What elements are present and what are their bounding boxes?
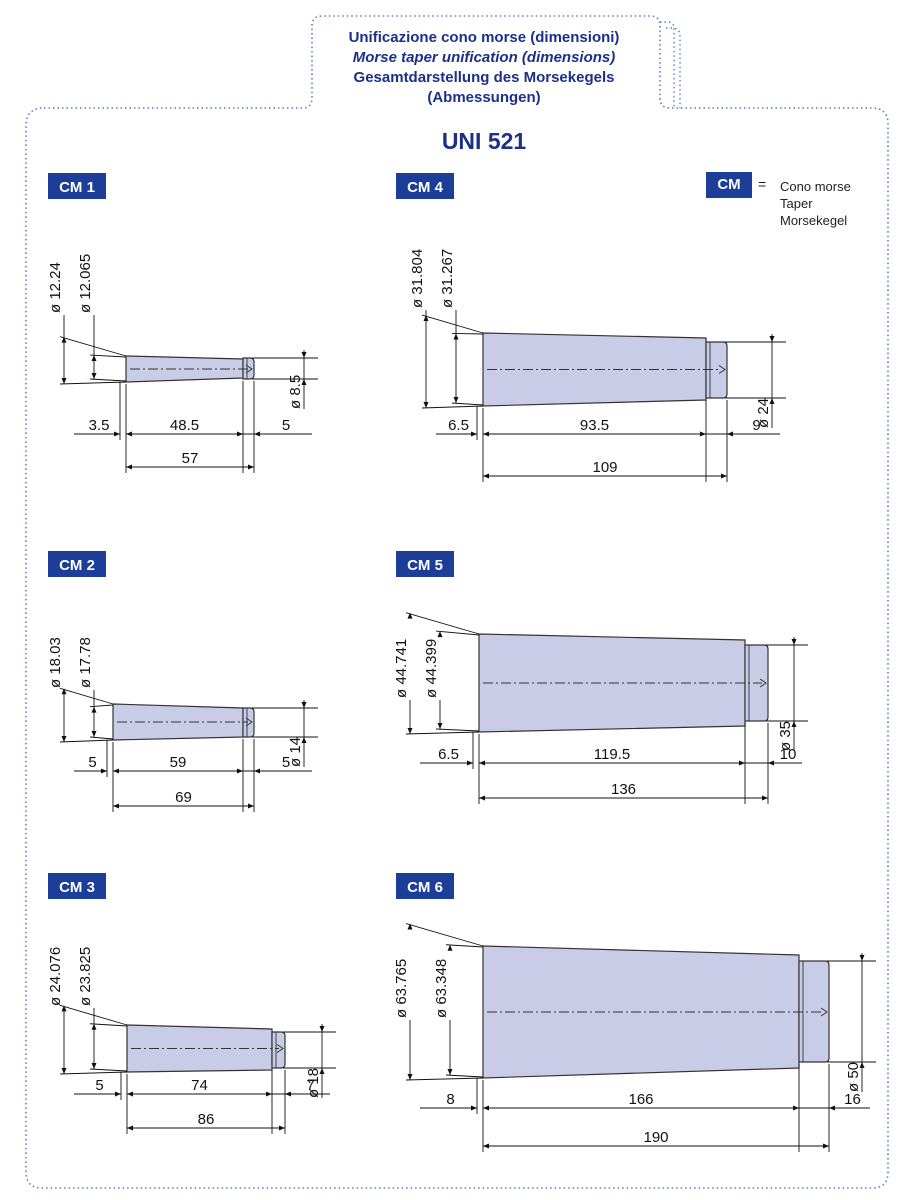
cm1-badge — [48, 173, 106, 199]
legend-equals: = — [758, 176, 767, 192]
cm2-dim-taper: 59 — [170, 754, 187, 771]
cm3-label: CM 3 — [59, 879, 95, 896]
cm6-diameter-large: ø 63.765 — [393, 959, 410, 1018]
standard-title: UNI 521 — [441, 128, 527, 154]
cm1-dim-total: 57 — [182, 450, 199, 467]
cm6-diameter-gauge: ø 63.348 — [433, 959, 450, 1018]
cm3-center-notch — [276, 1044, 284, 1053]
cm4-dim-taper: 93.5 — [580, 417, 609, 434]
cm6-dim-total: 190 — [643, 1129, 668, 1146]
cm5-diameter-tang: ø 35 — [777, 721, 794, 751]
cm1-dim-tang: 5 — [282, 417, 290, 434]
cm6-center-notch — [820, 1007, 828, 1017]
legend-line-2: Taper — [780, 196, 813, 211]
cm2-dim-collar: 5 — [88, 754, 96, 771]
legend-cm-badge: CM — [706, 172, 752, 198]
cm3-diameter-gauge: ø 23.825 — [77, 947, 94, 1006]
cm6-dim-collar: 8 — [446, 1091, 454, 1108]
cm3-tang — [271, 1031, 286, 1069]
cm2-diameter-tang: ø 14 — [287, 737, 304, 767]
cm5-label: CM 5 — [407, 557, 443, 574]
cm4-dim-tang: 9 — [752, 417, 760, 434]
taper-diagram-cm3: CM 3 ø 24.076 ø 23.825 ø 18 5 74 7 86 — [47, 873, 336, 1134]
cm5-diameter-large: ø 44.741 — [393, 639, 410, 698]
cm2-diameter-gauge: ø 17.78 — [77, 637, 94, 688]
taper-diagram-cm6: CM 6 ø 63.765 ø 63.348 ø 50 8 166 16 190 — [393, 873, 876, 1152]
cm4-center-notch — [718, 365, 726, 374]
cm3-dim-tang: 7 — [306, 1077, 314, 1094]
cm5-dim-total: 136 — [611, 781, 636, 798]
cm5-diameter-gauge: ø 44.399 — [423, 639, 440, 698]
tab-shadow-2 — [666, 27, 681, 108]
cm4-diameter-tang: ø 24 — [755, 398, 772, 428]
cm3-dim-total: 86 — [198, 1111, 215, 1128]
cm2-tang — [242, 707, 255, 738]
cm1-diameter-tang: ø 8.5 — [287, 375, 304, 409]
cm3-diameter-large: ø 24.076 — [47, 947, 64, 1006]
cm3-dim-collar: 5 — [95, 1077, 103, 1094]
cm1-tang — [242, 357, 255, 380]
cm5-dim-tang: 10 — [780, 746, 797, 763]
taper-diagram-cm5: CM 5 ø 44.741 ø 44.399 ø 35 6.5 119.5 10 136 — [393, 551, 808, 804]
cm6-label: CM 6 — [407, 879, 443, 896]
cm1-center-notch — [245, 364, 253, 374]
cm1-diameter-gauge: ø 12.065 — [77, 254, 94, 313]
taper-diagram-cm1: CM 1 ø 12.24 ø 12.065 ø 8.5 3.5 48.5 5 57 — [47, 173, 318, 473]
legend-line-1: Cono morse — [780, 179, 851, 194]
cm1-dim-taper: 48.5 — [170, 417, 199, 434]
cm6-diameter-tang: ø 50 — [845, 1062, 862, 1092]
cm1-dim-collar: 3.5 — [89, 417, 110, 434]
cm3-diameter-tang: ø 18 — [305, 1068, 322, 1098]
title-italian: Unificazione cono morse (dimensioni) — [348, 29, 620, 46]
cm4-dim-collar: 6.5 — [448, 417, 469, 434]
tab-shadow-1 — [660, 21, 675, 108]
title-german: Gesamtdarstellung des Morsekegels — [353, 69, 615, 86]
cm2-label: CM 2 — [59, 557, 95, 574]
cm2-badge — [48, 551, 106, 577]
taper-diagram-cm4: CM 4 ø 31.804 ø 31.267 ø 24 6.5 93.5 9 109 — [396, 173, 786, 482]
cm5-badge — [396, 551, 454, 577]
cm3-badge — [48, 873, 106, 899]
cm1-diameter-large: ø 12.24 — [47, 262, 64, 313]
cm6-dim-taper: 166 — [628, 1091, 653, 1108]
title-english: Morse taper unification (dimensions) — [352, 49, 616, 66]
cm4-dim-total: 109 — [592, 459, 617, 476]
taper-diagram-cm2: CM 2ø 18.03 ø 17.78ø 145 59 569 — [47, 551, 318, 812]
cm3-dim-taper: 74 — [191, 1077, 208, 1094]
cm6-badge — [396, 873, 454, 899]
cm4-diameter-gauge: ø 31.267 — [439, 249, 456, 308]
cm4-diameter-large: ø 31.804 — [409, 249, 426, 308]
legend-line-3: Morsekegel — [780, 213, 848, 228]
cm2-dim-tang: 5 — [282, 754, 290, 771]
cm1-label: CM 1 — [59, 179, 95, 196]
cm5-dim-taper: 119.5 — [594, 746, 630, 763]
title-german-sub: (Abmessungen) — [427, 89, 541, 106]
cm2-center-notch — [245, 717, 253, 727]
cm2-dim-total: 69 — [175, 789, 192, 806]
cm5-dim-collar: 6.5 — [438, 746, 459, 763]
cm6-dim-tang: 16 — [844, 1091, 861, 1108]
cm2-diameter-large: ø 18.03 — [47, 637, 64, 688]
cm5-center-notch — [759, 678, 767, 688]
cm4-badge — [396, 173, 454, 199]
cm4-label: CM 4 — [407, 179, 443, 196]
